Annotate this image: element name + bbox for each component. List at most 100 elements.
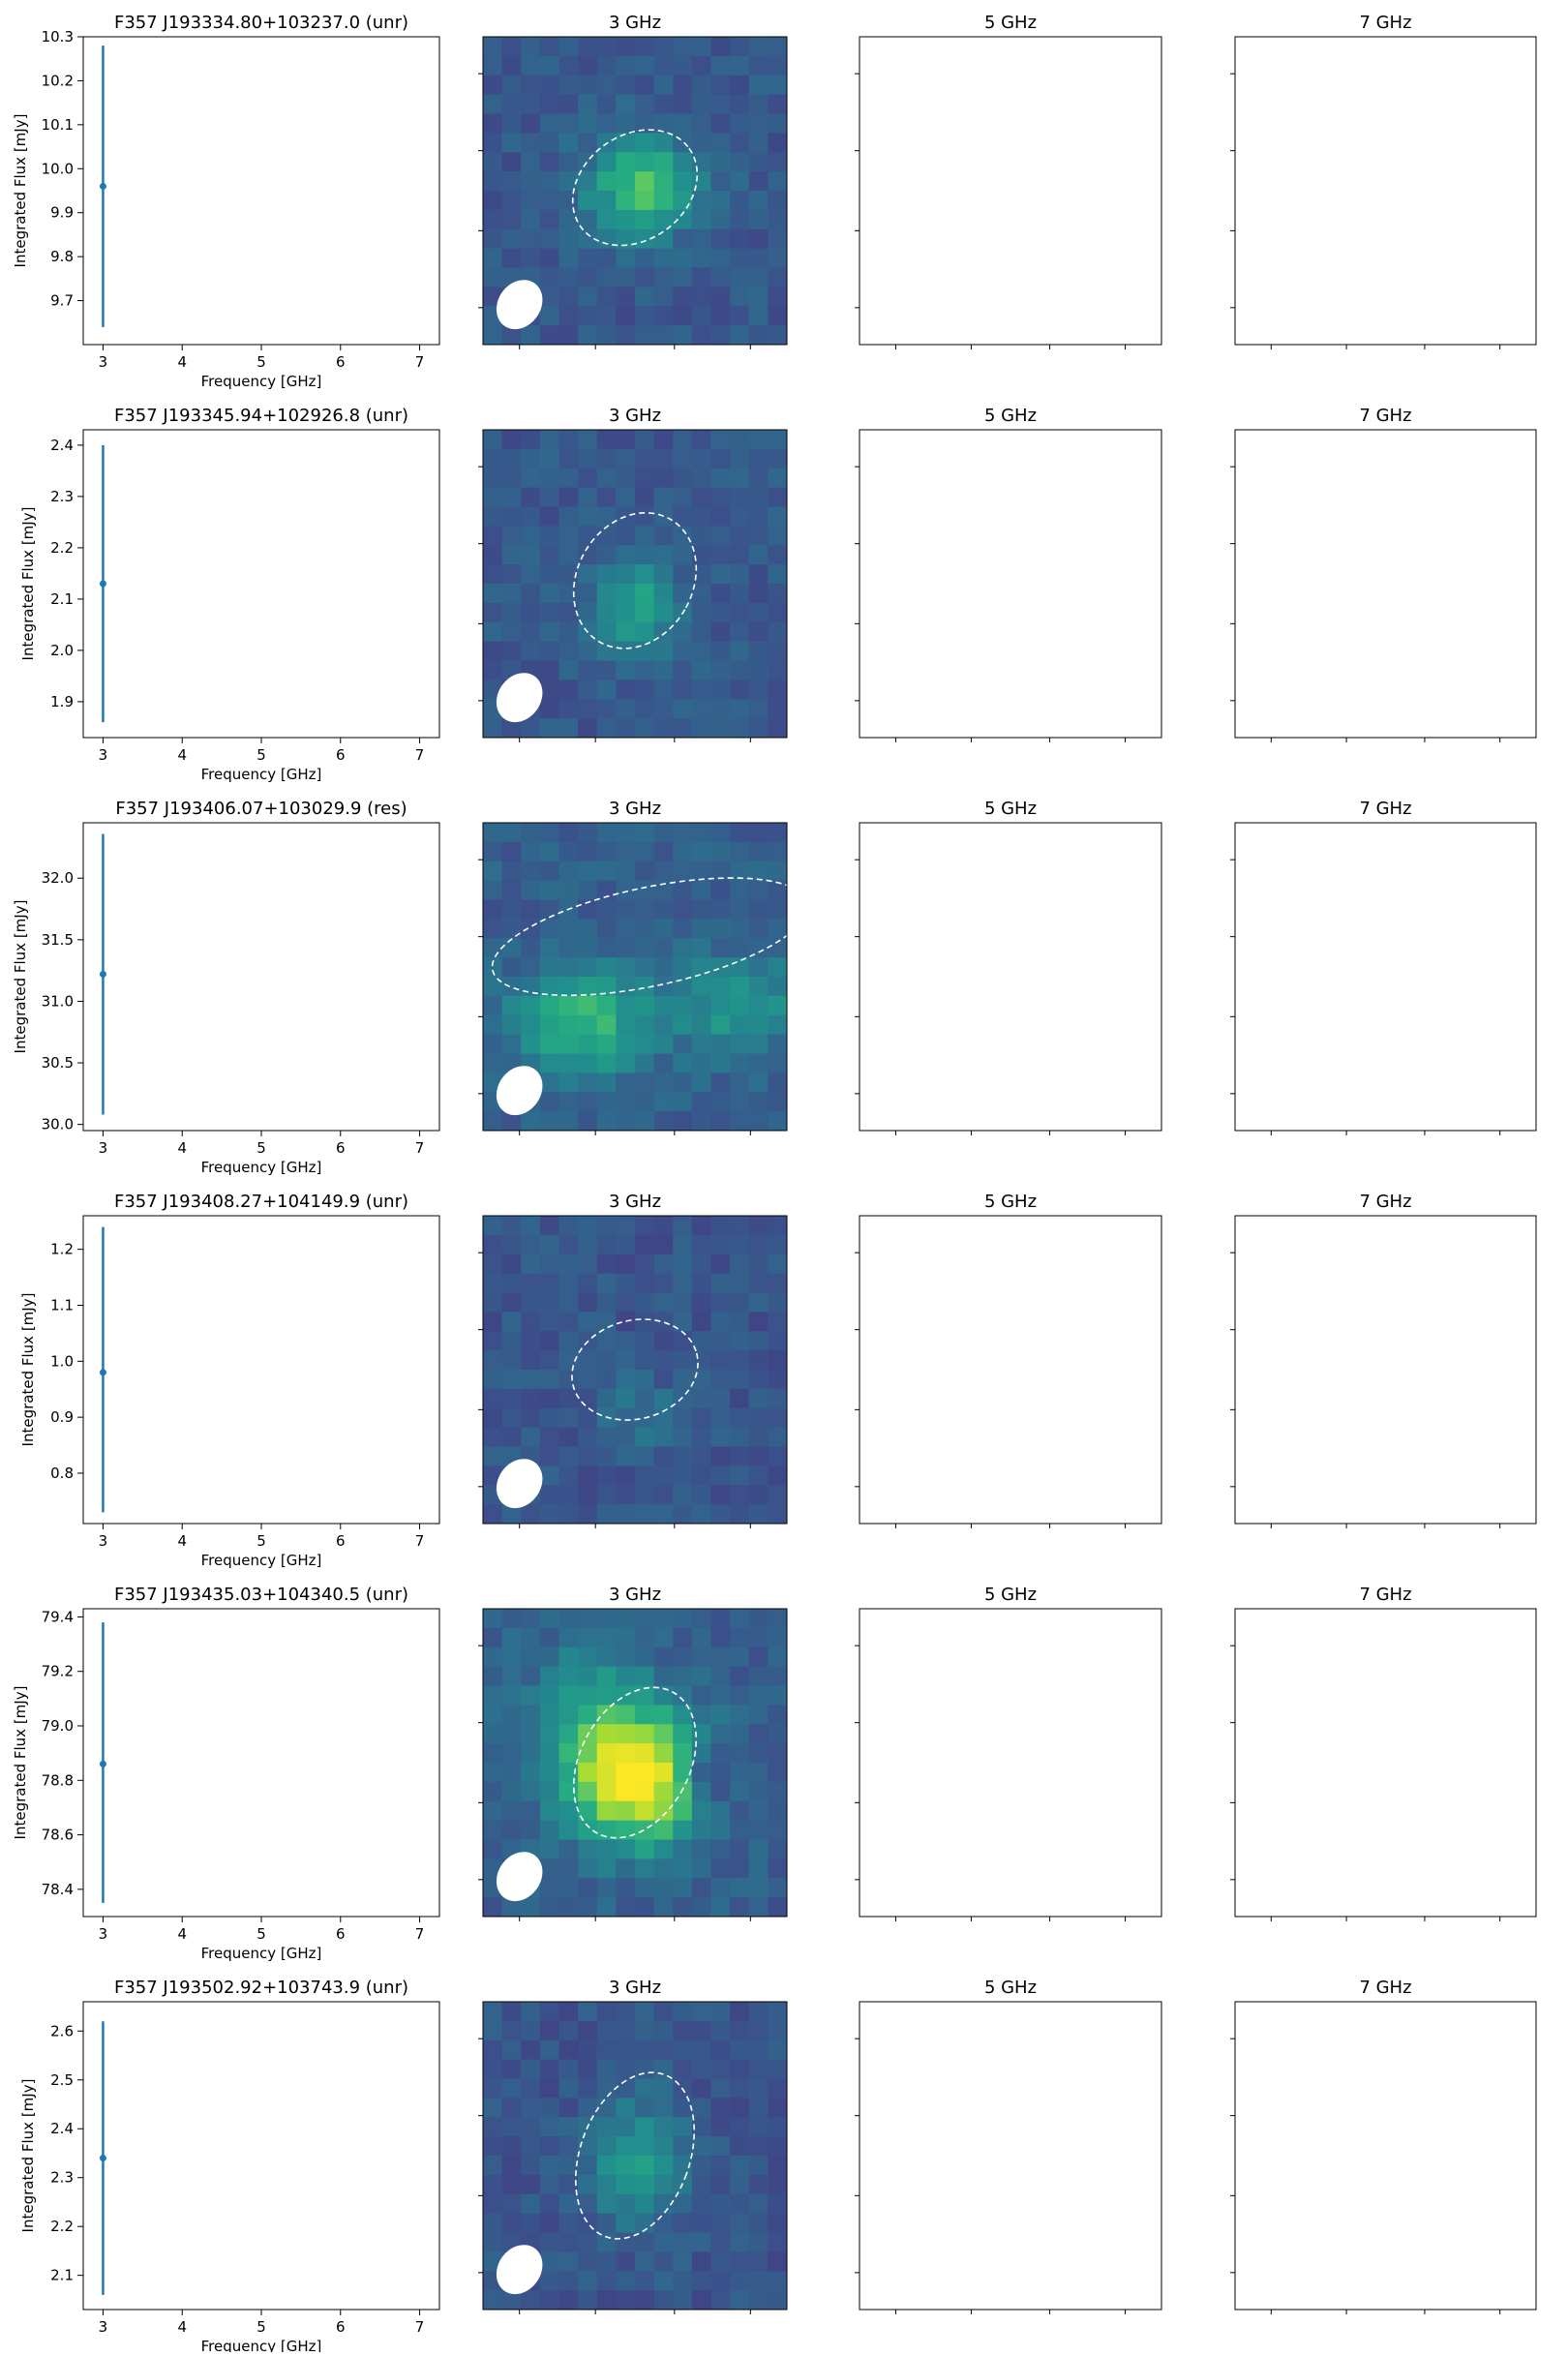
x-tick-label: 6 bbox=[336, 1925, 346, 1943]
y-tick-label: 1.2 bbox=[50, 1241, 74, 1258]
x-axis-label: Frequency [GHz] bbox=[201, 1159, 322, 1176]
y-tick-label: 9.8 bbox=[50, 248, 74, 265]
radio-map-3ghz bbox=[483, 1609, 787, 1917]
radio-map-3ghz bbox=[483, 823, 787, 1131]
image-panel-frame bbox=[859, 822, 1162, 1132]
x-tick-label: 3 bbox=[99, 2318, 108, 2336]
panel-title-7ghz: 7 GHz bbox=[1359, 13, 1411, 33]
y-tick-label: 32.0 bbox=[42, 869, 74, 887]
image-panel-frame bbox=[1234, 36, 1537, 346]
row-5: F357 J193435.03+104340.5 (unr) 3 4 5 6 7 Frequ… bbox=[12, 1585, 1537, 1962]
data-point bbox=[99, 2155, 106, 2162]
y-tick-label: 1.0 bbox=[50, 1352, 74, 1370]
image-panel-frame bbox=[1234, 2001, 1537, 2311]
beam-ellipse bbox=[496, 1852, 543, 1902]
radio-map-3ghz bbox=[483, 1216, 787, 1524]
sed-axes-frame bbox=[82, 1215, 440, 1525]
sed-axes-frame bbox=[82, 822, 440, 1132]
beam-ellipse bbox=[496, 2245, 543, 2295]
panel-title-5ghz: 5 GHz bbox=[984, 799, 1037, 819]
y-tick-label: 10.0 bbox=[42, 160, 74, 177]
sed-title: F357 J193406.07+103029.9 (res) bbox=[115, 799, 407, 819]
y-tick-label: 79.4 bbox=[42, 1608, 74, 1625]
y-tick-label: 78.6 bbox=[42, 1827, 74, 1844]
panel-title-5ghz: 5 GHz bbox=[984, 1585, 1037, 1605]
y-tick-label: 0.8 bbox=[50, 1465, 74, 1482]
image-panel-frame bbox=[859, 36, 1162, 346]
image-panel-frame bbox=[482, 36, 788, 346]
x-tick-label: 5 bbox=[256, 1532, 266, 1550]
sed-axes-frame bbox=[82, 1608, 440, 1918]
y-tick-label: 2.4 bbox=[50, 437, 74, 454]
y-tick-label: 30.5 bbox=[42, 1054, 74, 1072]
x-tick-label: 7 bbox=[415, 353, 425, 371]
y-tick-label: 2.4 bbox=[50, 2120, 74, 2137]
image-panel-frame bbox=[859, 1215, 1162, 1525]
y-tick-label: 31.0 bbox=[42, 992, 74, 1010]
panel-title-7ghz: 7 GHz bbox=[1359, 1585, 1411, 1605]
image-panel-frame bbox=[482, 429, 788, 739]
source-ellipse bbox=[571, 129, 699, 247]
beam-ellipse bbox=[496, 1459, 543, 1509]
y-axis-label: Integrated Flux [mJy] bbox=[19, 2079, 37, 2233]
sed-title: F357 J193334.80+103237.0 (unr) bbox=[114, 13, 408, 33]
data-point bbox=[99, 1760, 106, 1767]
panel-title-3ghz: 3 GHz bbox=[609, 1192, 661, 1212]
panel-title-5ghz: 5 GHz bbox=[984, 1978, 1037, 1998]
panel-title-5ghz: 5 GHz bbox=[984, 406, 1037, 426]
y-axis-label: Integrated Flux [mJy] bbox=[12, 114, 29, 268]
radio-map-3ghz bbox=[483, 2002, 787, 2310]
x-tick-label: 5 bbox=[256, 1925, 266, 1943]
panel-title-7ghz: 7 GHz bbox=[1359, 1192, 1411, 1212]
data-point bbox=[99, 580, 106, 588]
source-ellipse bbox=[572, 1686, 698, 1839]
panel-title-5ghz: 5 GHz bbox=[984, 1192, 1037, 1212]
y-tick-label: 9.9 bbox=[50, 204, 74, 222]
source-ellipse bbox=[491, 877, 787, 997]
panel-title-5ghz: 5 GHz bbox=[984, 13, 1037, 33]
y-tick-label: 30.0 bbox=[42, 1116, 74, 1133]
x-tick-label: 5 bbox=[256, 353, 266, 371]
x-tick-label: 5 bbox=[256, 746, 266, 764]
y-tick-label: 10.1 bbox=[42, 116, 74, 134]
image-panel-frame bbox=[859, 2001, 1162, 2311]
panel-title-3ghz: 3 GHz bbox=[609, 799, 661, 819]
y-tick-label: 2.2 bbox=[50, 2218, 74, 2235]
image-panel-frame bbox=[482, 2001, 788, 2311]
source-ellipse bbox=[571, 1318, 699, 1421]
data-point bbox=[99, 182, 106, 190]
image-panel-frame bbox=[1234, 429, 1537, 739]
x-tick-label: 6 bbox=[336, 2318, 346, 2336]
x-tick-label: 5 bbox=[256, 2318, 266, 2336]
x-tick-label: 4 bbox=[177, 2318, 187, 2336]
x-tick-label: 3 bbox=[99, 1139, 108, 1157]
x-tick-label: 7 bbox=[415, 1925, 425, 1943]
sed-title: F357 J193502.92+103743.9 (unr) bbox=[114, 1978, 408, 1998]
x-tick-label: 7 bbox=[415, 1532, 425, 1550]
x-tick-label: 4 bbox=[177, 1139, 187, 1157]
y-tick-label: 79.0 bbox=[42, 1717, 74, 1735]
x-tick-label: 4 bbox=[177, 1532, 187, 1550]
y-tick-label: 2.0 bbox=[50, 642, 74, 659]
image-panel-frame bbox=[859, 1608, 1162, 1918]
y-axis-label: Integrated Flux [mJy] bbox=[19, 507, 37, 661]
sed-title: F357 J193408.27+104149.9 (unr) bbox=[114, 1192, 408, 1212]
y-tick-label: 2.1 bbox=[50, 590, 74, 608]
image-panel-frame bbox=[482, 1608, 788, 1918]
y-tick-label: 9.7 bbox=[50, 292, 74, 310]
x-tick-label: 6 bbox=[336, 353, 346, 371]
panel-title-7ghz: 7 GHz bbox=[1359, 1978, 1411, 1998]
y-tick-label: 2.5 bbox=[50, 2071, 74, 2089]
x-tick-label: 6 bbox=[336, 1532, 346, 1550]
x-tick-label: 4 bbox=[177, 353, 187, 371]
panel-title-7ghz: 7 GHz bbox=[1359, 799, 1411, 819]
radio-map-3ghz bbox=[483, 430, 787, 738]
y-tick-label: 1.1 bbox=[50, 1297, 74, 1314]
y-tick-label: 2.2 bbox=[50, 539, 74, 557]
row-4: F357 J193408.27+104149.9 (unr) 3 4 5 6 7 Frequ… bbox=[19, 1192, 1537, 1569]
x-axis-label: Frequency [GHz] bbox=[201, 373, 322, 390]
y-axis-label: Integrated Flux [mJy] bbox=[12, 900, 29, 1054]
image-panel-frame bbox=[482, 822, 788, 1132]
source-ellipse bbox=[574, 2071, 696, 2240]
